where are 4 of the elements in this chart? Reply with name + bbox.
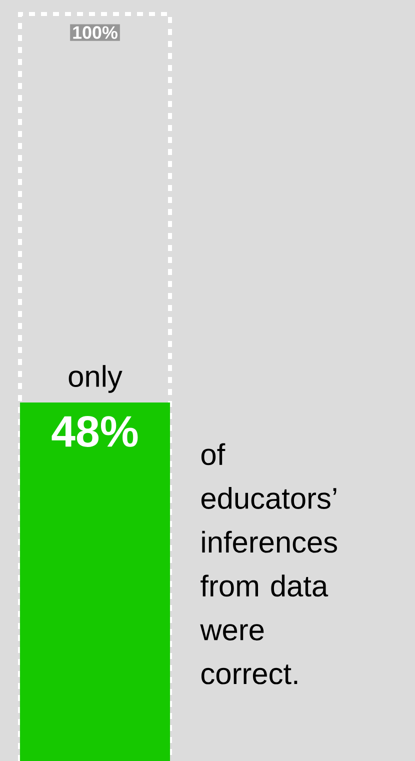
annotation: only [68,365,122,393]
data-label: 48% [52,416,138,447]
text: of educators’ inferences from data were correct. [200,443,337,684]
band-label: 100% [73,26,118,39]
